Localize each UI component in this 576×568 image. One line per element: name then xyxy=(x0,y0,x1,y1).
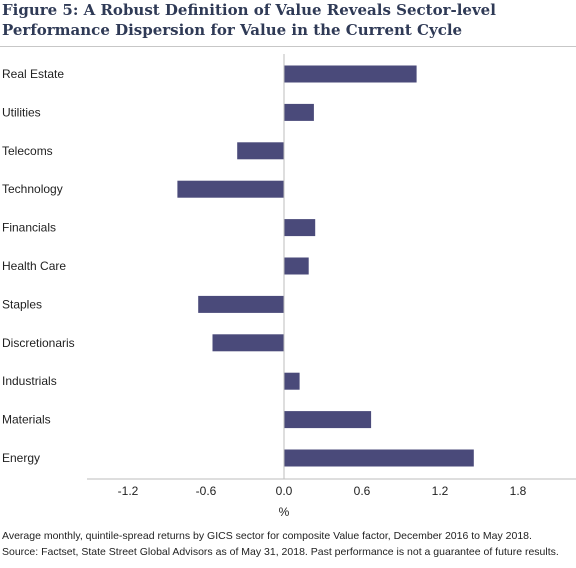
bar-chart: Real Estate Utilities Telecoms Technology Fi… xyxy=(2,54,576,519)
x-tick-label: 0.6 xyxy=(354,484,371,498)
category-label-materials: Materials xyxy=(2,413,51,427)
x-tick-label: 1.2 xyxy=(432,484,449,498)
x-tick-label: 1.8 xyxy=(510,484,527,498)
bar-telecoms xyxy=(237,142,284,160)
title-divider xyxy=(0,46,576,47)
bar-technology xyxy=(177,180,284,198)
category-label-telecoms: Telecoms xyxy=(2,144,53,158)
category-label-health-care: Health Care xyxy=(2,259,66,273)
x-axis-label: % xyxy=(279,505,290,519)
footnote-line-1: Average monthly, quintile-spread returns… xyxy=(2,530,532,542)
bar-energy xyxy=(284,449,474,467)
footnote-line-2: Source: Factset, State Street Global Adv… xyxy=(2,546,559,558)
x-tick-label: -0.6 xyxy=(196,484,217,498)
bar-utilities xyxy=(284,103,314,121)
chart-title-line-1: Figure 5: A Robust Definition of Value R… xyxy=(2,1,496,19)
bar-real-estate xyxy=(284,65,417,83)
category-label-staples: Staples xyxy=(2,297,42,311)
chart-area: Real Estate Utilities Telecoms Technology Fi… xyxy=(0,48,576,524)
x-tick-label: 0.0 xyxy=(276,484,293,498)
category-label-real-estate: Real Estate xyxy=(2,67,64,81)
bar-discretionaris xyxy=(212,334,284,352)
bar-materials xyxy=(284,411,372,429)
category-label-discretionaris: Discretionaris xyxy=(2,336,75,350)
bar-health-care xyxy=(284,257,309,275)
footnote: Average monthly, quintile-spread returns… xyxy=(2,528,574,560)
bar-industrials xyxy=(284,372,300,390)
bar-staples xyxy=(198,295,284,313)
chart-title-line-2: Performance Dispersion for Value in the … xyxy=(2,21,463,39)
category-label-technology: Technology xyxy=(2,182,63,196)
category-label-industrials: Industrials xyxy=(2,374,57,388)
x-tick-label: -1.2 xyxy=(118,484,139,498)
category-label-financials: Financials xyxy=(2,221,56,235)
bar-financials xyxy=(284,219,316,237)
category-label-utilities: Utilities xyxy=(2,105,41,119)
chart-title: Figure 5: A Robust Definition of Value R… xyxy=(2,0,572,40)
category-label-energy: Energy xyxy=(2,451,40,465)
